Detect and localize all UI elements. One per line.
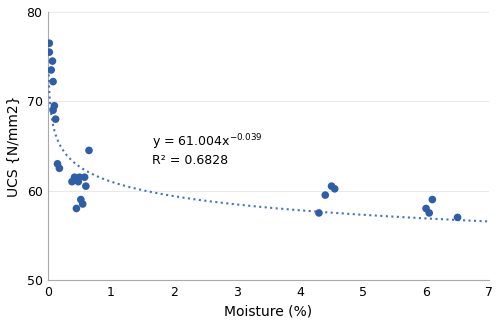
Point: [52, 117, 60, 122]
Point: [330, 186, 338, 191]
Point: [76, 175, 84, 180]
Point: [428, 197, 436, 202]
Point: [80, 175, 88, 180]
Point: [54, 161, 62, 166]
Point: [56, 166, 64, 171]
Point: [422, 206, 430, 211]
Point: [48, 58, 56, 64]
Point: [454, 215, 462, 220]
Point: [315, 210, 323, 215]
Point: [50, 103, 58, 108]
Point: [82, 184, 90, 189]
Point: [77, 197, 85, 202]
Point: [68, 179, 76, 184]
Y-axis label: UCS {N/mm2}: UCS {N/mm2}: [7, 95, 21, 197]
Point: [78, 202, 86, 207]
X-axis label: Moisture (%): Moisture (%): [224, 304, 312, 318]
Point: [85, 148, 93, 153]
Point: [46, 41, 54, 46]
Point: [74, 179, 82, 184]
Point: [425, 210, 433, 215]
Point: [70, 175, 78, 180]
Point: [322, 192, 330, 198]
Point: [72, 206, 80, 211]
Text: y = 61.004x$^{-0.039}$
R² = 0.6828: y = 61.004x$^{-0.039}$ R² = 0.6828: [152, 133, 263, 167]
Point: [49, 79, 57, 84]
Point: [46, 49, 54, 55]
Point: [49, 108, 57, 113]
Point: [328, 184, 336, 189]
Point: [47, 67, 55, 72]
